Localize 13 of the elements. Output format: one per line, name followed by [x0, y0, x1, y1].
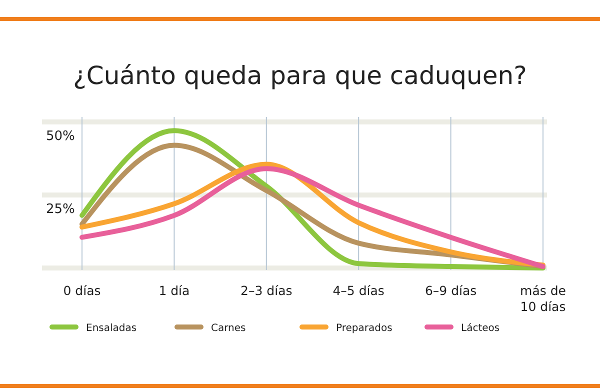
y-tick-label: 25%: [46, 202, 75, 217]
chart-title: ¿Cuánto queda para que caduquen?: [73, 61, 527, 90]
y-tick-label: 50%: [46, 128, 75, 144]
x-tick-label: 1 día: [158, 283, 190, 298]
x-tick-label: 0 días: [63, 283, 101, 298]
x-tick-label: 6–9 días: [424, 283, 477, 298]
x-tick-label: más de 10 días: [520, 283, 566, 314]
legend-label: Carnes: [211, 323, 246, 334]
legend-label: Preparados: [336, 323, 392, 334]
x-tick-label: 4–5 días: [332, 283, 384, 298]
x-tick-label: 2–3 días: [240, 283, 292, 298]
legend-label: Lácteos: [461, 323, 500, 334]
legend-label: Ensaladas: [86, 323, 137, 334]
